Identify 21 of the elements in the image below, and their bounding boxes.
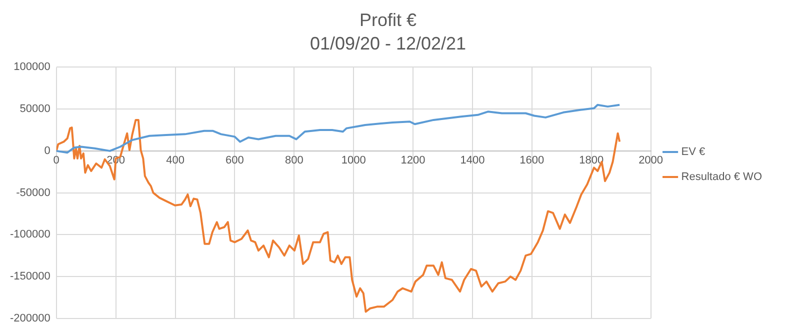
legend-label: EV € <box>681 146 706 158</box>
y-tick-label: -200000 <box>10 312 50 324</box>
y-tick-label: -50000 <box>16 186 50 199</box>
x-tick-label: 1800 <box>579 154 604 167</box>
chart-subtitle: 01/09/20 - 12/02/21 <box>310 33 466 54</box>
x-tick-label: 600 <box>226 154 244 167</box>
y-tick-label: 50000 <box>20 103 50 116</box>
x-tick-label: 1400 <box>460 154 485 167</box>
x-tick-label: 1200 <box>400 154 426 167</box>
x-tick-label: 2000 <box>638 154 664 167</box>
x-tick-label: 0 <box>53 154 60 167</box>
y-tick-label: 0 <box>44 144 50 157</box>
x-tick-label: 800 <box>284 154 304 167</box>
x-tick-label: 1000 <box>341 154 366 167</box>
x-tick-label: 1600 <box>520 154 544 167</box>
x-tick-label: 400 <box>166 154 184 167</box>
chart-title: Profit € <box>359 10 417 30</box>
legend-label: Resultado € WO <box>681 171 762 184</box>
y-tick-label: 100000 <box>14 61 50 74</box>
y-tick-label: -150000 <box>10 270 50 283</box>
y-tick-label: -100000 <box>10 228 50 241</box>
